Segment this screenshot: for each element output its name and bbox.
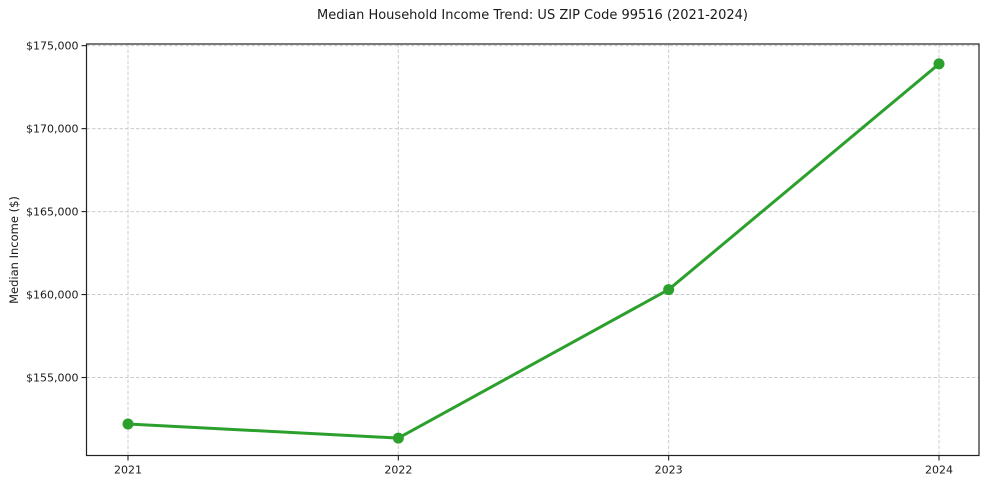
x-tick-label: 2023 <box>655 464 683 477</box>
x-tick-label: 2024 <box>925 464 953 477</box>
y-tick-label: $160,000 <box>26 289 79 302</box>
data-point-marker <box>122 418 134 430</box>
data-point-marker <box>663 284 675 296</box>
y-tick-label: $165,000 <box>26 206 79 219</box>
data-point-marker <box>933 58 945 70</box>
axes-spines <box>85 43 980 457</box>
x-tick-label: 2022 <box>384 464 412 477</box>
series-line <box>126 62 941 440</box>
y-tick-label: $175,000 <box>26 40 79 53</box>
x-tick-label: 2021 <box>114 464 142 477</box>
y-tick-label: $170,000 <box>26 123 79 136</box>
chart-title: Median Household Income Trend: US ZIP Co… <box>317 8 748 23</box>
y-tick-label: $155,000 <box>26 372 79 385</box>
data-point-marker <box>392 432 404 444</box>
